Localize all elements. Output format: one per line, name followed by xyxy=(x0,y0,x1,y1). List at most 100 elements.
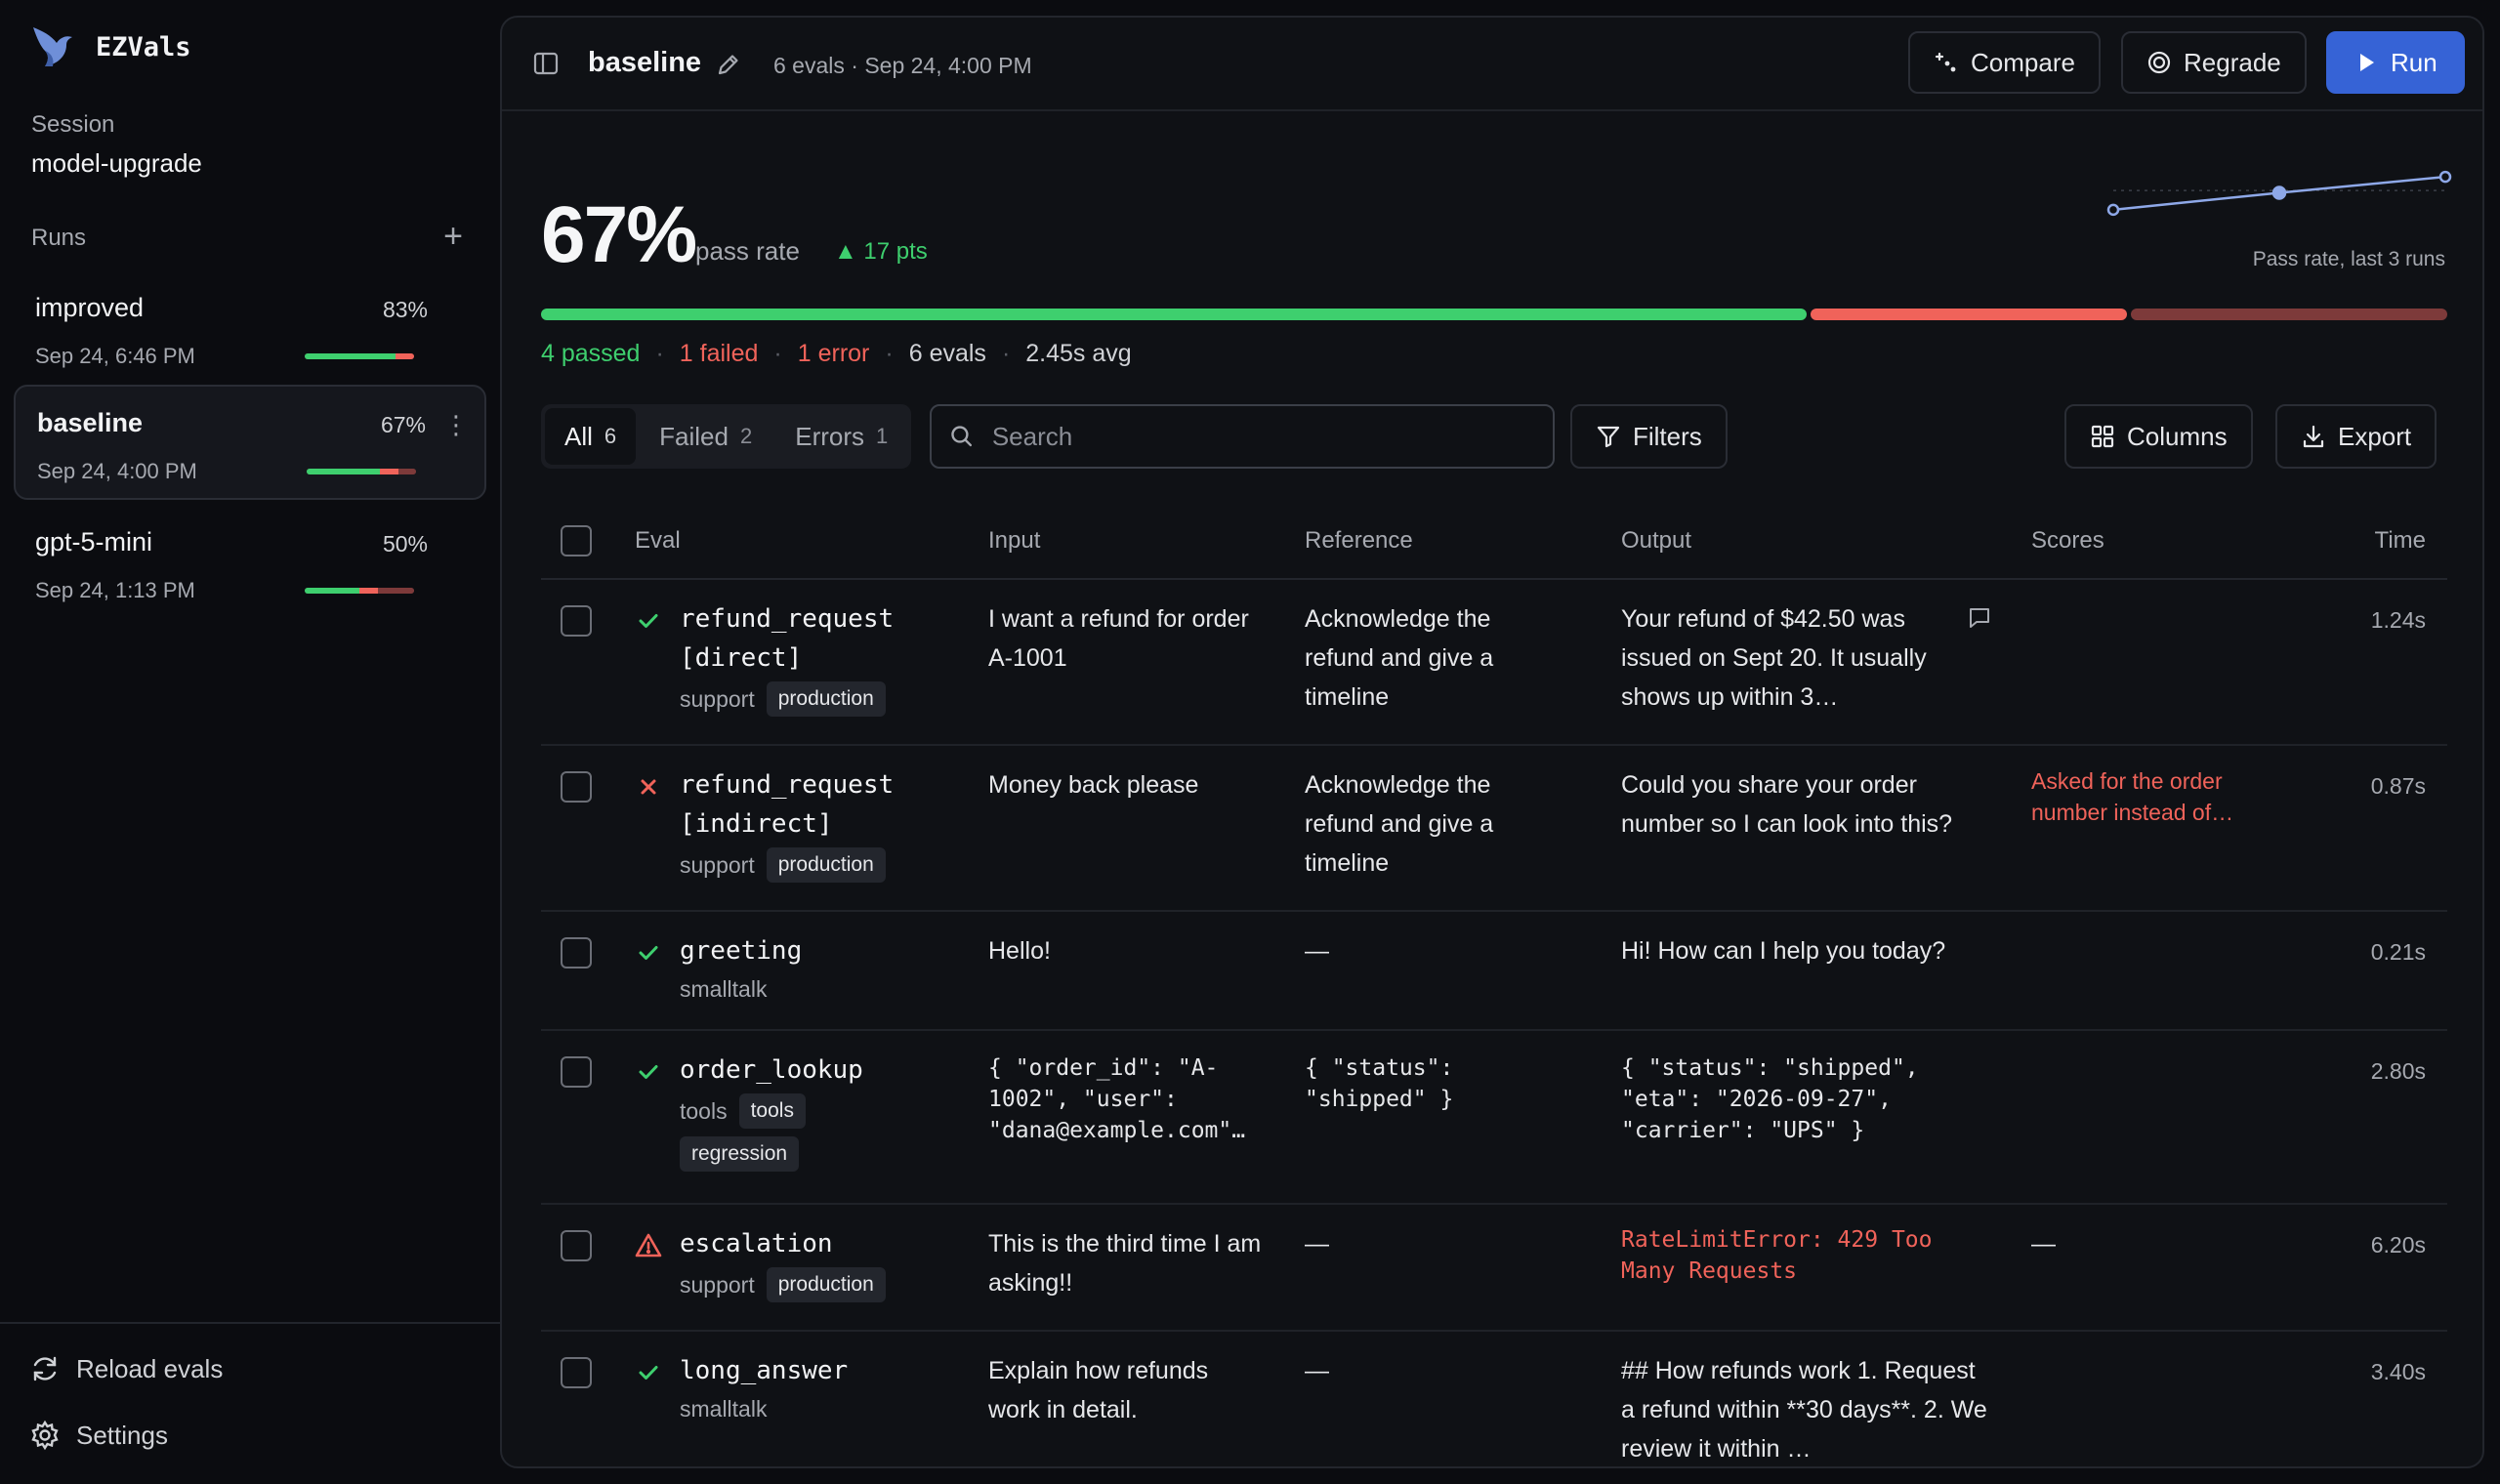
filter-icon xyxy=(1597,426,1620,448)
run-name: gpt-5-mini xyxy=(35,527,153,556)
column-header-input[interactable]: Input xyxy=(988,527,1041,554)
row-checkbox[interactable] xyxy=(561,605,592,637)
runs-label: Runs xyxy=(31,225,87,251)
run-item-improved[interactable]: improved 83% Sep 24, 6:46 PM xyxy=(14,271,486,387)
run-error-segment xyxy=(378,588,414,594)
run-fail-segment xyxy=(359,588,379,594)
separator-dot: · xyxy=(773,340,782,367)
row-checkbox[interactable] xyxy=(561,937,592,969)
results-summary: 4 passed · 1 failed · 1 error · 6 evals … xyxy=(541,340,1132,368)
tag: smalltalk xyxy=(680,976,768,1002)
tag-chip[interactable]: production xyxy=(766,681,886,717)
columns-button[interactable]: Columns xyxy=(2064,404,2253,469)
search-input[interactable] xyxy=(991,421,1535,452)
error-count[interactable]: 1 error xyxy=(797,340,870,367)
regrade-button[interactable]: Regrade xyxy=(2121,31,2307,94)
tag-chip[interactable]: regression xyxy=(680,1136,800,1172)
page-title: baseline xyxy=(588,47,702,78)
tag: smalltalk xyxy=(680,1396,768,1422)
tag-chip[interactable]: tools xyxy=(738,1093,806,1129)
column-header-time[interactable]: Time xyxy=(2374,527,2426,554)
run-date: Sep 24, 4:00 PM xyxy=(37,459,197,483)
eval-name[interactable]: refund_request [indirect] xyxy=(680,770,895,839)
column-header-output[interactable]: Output xyxy=(1621,527,1692,554)
tab-errors[interactable]: Errors 1 xyxy=(775,408,907,465)
input-cell: Money back please xyxy=(988,771,1199,799)
tab-all[interactable]: All 6 xyxy=(545,408,637,465)
time-cell: 3.40s xyxy=(2370,1359,2426,1384)
table-row[interactable]: long_answer smalltalk Explain how refund… xyxy=(541,1332,2447,1466)
sparkline-point[interactable] xyxy=(2438,170,2452,184)
score-cell[interactable]: Asked for the order number instead of… xyxy=(2031,768,2234,825)
pass-rate-sparkline xyxy=(2106,170,2452,217)
target-icon xyxy=(2147,51,2171,74)
warning-icon xyxy=(635,1233,662,1257)
check-icon xyxy=(639,946,658,960)
reference-cell: Acknowledge the refund and give a timeli… xyxy=(1305,605,1494,711)
table-row[interactable]: refund_request [direct] support producti… xyxy=(541,580,2447,746)
row-checkbox[interactable] xyxy=(561,1357,592,1388)
run-minibar xyxy=(305,353,414,359)
eval-name[interactable]: escalation xyxy=(680,1229,833,1258)
column-header-eval[interactable]: Eval xyxy=(635,527,681,554)
input-cell: I want a refund for order A-1001 xyxy=(988,605,1249,672)
row-checkbox[interactable] xyxy=(561,771,592,803)
more-options-icon[interactable]: ⋮ xyxy=(443,410,469,439)
reload-evals-button[interactable]: Reload evals xyxy=(29,1353,223,1384)
row-checkbox[interactable] xyxy=(561,1230,592,1261)
eval-tags: support production xyxy=(680,847,914,883)
run-item-baseline[interactable]: baseline 67% ⋮ Sep 24, 4:00 PM xyxy=(14,385,486,500)
tag-chip[interactable]: production xyxy=(766,847,886,883)
regrade-label: Regrade xyxy=(2184,47,2281,77)
filters-button[interactable]: Filters xyxy=(1570,404,1728,469)
compare-button[interactable]: Compare xyxy=(1908,31,2101,94)
search-icon xyxy=(951,426,973,447)
run-error-segment xyxy=(398,469,416,474)
separator-dot: · xyxy=(655,340,664,367)
session-label: Session xyxy=(31,111,115,138)
column-header-reference[interactable]: Reference xyxy=(1305,527,1413,554)
select-all-checkbox[interactable] xyxy=(561,525,592,556)
table-row[interactable]: order_lookup tools tools regression { "o… xyxy=(541,1031,2447,1205)
eval-name[interactable]: long_answer xyxy=(680,1356,849,1385)
run-item-gpt-5-mini[interactable]: gpt-5-mini 50% Sep 24, 1:13 PM xyxy=(14,506,486,621)
run-pass-segment xyxy=(307,469,381,474)
session-name[interactable]: model-upgrade xyxy=(31,148,202,178)
eval-tags: smalltalk xyxy=(680,1396,914,1422)
run-button[interactable]: Run xyxy=(2326,31,2465,94)
table-row[interactable]: refund_request [indirect] support produc… xyxy=(541,746,2447,912)
eval-name[interactable]: greeting xyxy=(680,936,803,966)
add-run-icon[interactable]: + xyxy=(443,218,463,255)
compare-label: Compare xyxy=(1971,47,2075,77)
run-minibar xyxy=(307,469,416,474)
sparkline-point[interactable] xyxy=(2106,203,2120,217)
column-header-scores[interactable]: Scores xyxy=(2031,527,2104,554)
sparkline-label: Pass rate, last 3 runs xyxy=(2252,248,2445,270)
export-button[interactable]: Export xyxy=(2275,404,2438,469)
table-row[interactable]: escalation support production This is th… xyxy=(541,1205,2447,1332)
eval-name[interactable]: refund_request [direct] xyxy=(680,604,895,673)
tag-chip[interactable]: production xyxy=(766,1267,886,1302)
failed-count[interactable]: 1 failed xyxy=(679,340,759,367)
sparkline-point[interactable] xyxy=(2271,186,2287,200)
reference-cell: — xyxy=(1305,1230,1329,1257)
avg-time: 2.45s avg xyxy=(1025,340,1132,367)
table-row[interactable]: greeting smalltalk Hello! — Hi! How can … xyxy=(541,912,2447,1031)
passed-segment xyxy=(541,309,1807,320)
pencil-icon[interactable] xyxy=(715,51,742,78)
run-fail-segment xyxy=(380,469,399,474)
check-icon xyxy=(639,1366,658,1380)
comment-icon[interactable] xyxy=(1967,605,1992,631)
eval-name[interactable]: order_lookup xyxy=(680,1055,863,1085)
sidebar-toggle-icon[interactable] xyxy=(531,49,561,78)
download-icon xyxy=(2303,425,2324,448)
passed-count[interactable]: 4 passed xyxy=(541,340,641,367)
run-label: Run xyxy=(2391,47,2438,77)
eval-tags: smalltalk xyxy=(680,976,914,1003)
row-checkbox[interactable] xyxy=(561,1056,592,1088)
run-pct: 67% xyxy=(380,412,426,437)
settings-button[interactable]: Settings xyxy=(29,1420,168,1451)
eval-tags: tools tools regression xyxy=(680,1093,875,1172)
tab-failed[interactable]: Failed 2 xyxy=(640,408,771,465)
brand[interactable]: EZVals xyxy=(29,21,191,72)
